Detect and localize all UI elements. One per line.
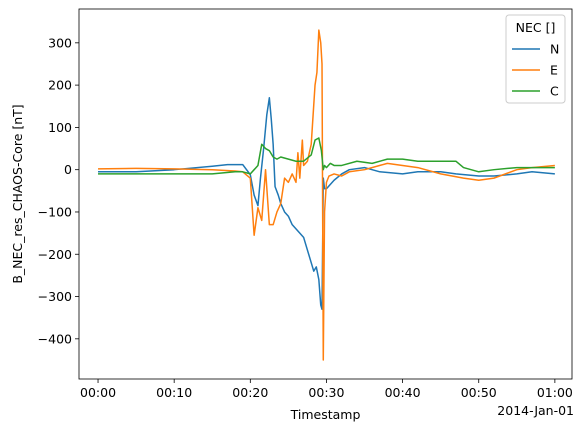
- legend-label-e: E: [550, 63, 558, 78]
- y-tick-label: −200: [38, 247, 72, 262]
- legend-entries: NEC: [512, 42, 559, 99]
- series-line-c: [98, 137, 555, 175]
- legend-label-n: N: [550, 42, 559, 57]
- legend-label-c: C: [550, 84, 559, 99]
- x-tick-label: 01:00: [537, 385, 573, 400]
- x-tick-label: 00:30: [308, 385, 344, 400]
- y-axis: 300 200 100 0 −100 −200 −300 −400: [38, 35, 79, 346]
- y-tick-label: −300: [38, 289, 72, 304]
- y-tick-label: 0: [64, 162, 72, 177]
- x-offset-label: 2014-Jan-01: [497, 403, 574, 418]
- y-tick-label: −400: [38, 331, 72, 346]
- legend-title: NEC []: [516, 20, 556, 35]
- x-axis: 00:00 00:10 00:20 00:30 00:40 00:50 01:00: [80, 379, 573, 400]
- x-tick-label: 00:20: [232, 385, 268, 400]
- x-axis-label: Timestamp: [290, 407, 361, 422]
- x-tick-label: 00:50: [461, 385, 497, 400]
- y-axis-label: B_NEC_res_CHAOS-Core [nT]: [10, 104, 25, 283]
- y-tick-label: −100: [38, 204, 72, 219]
- series-layer: [98, 29, 555, 361]
- y-tick-label: 100: [48, 120, 72, 135]
- legend: NEC [] NEC: [505, 14, 566, 104]
- series-line-n: [98, 97, 555, 310]
- legend-box: [505, 14, 566, 104]
- x-tick-label: 00:00: [80, 385, 116, 400]
- y-tick-label: 300: [48, 35, 72, 50]
- series-line-e: [98, 29, 555, 361]
- x-tick-label: 00:10: [156, 385, 192, 400]
- x-tick-label: 00:40: [385, 385, 421, 400]
- y-tick-label: 200: [48, 78, 72, 93]
- plot-frame: [78, 8, 573, 380]
